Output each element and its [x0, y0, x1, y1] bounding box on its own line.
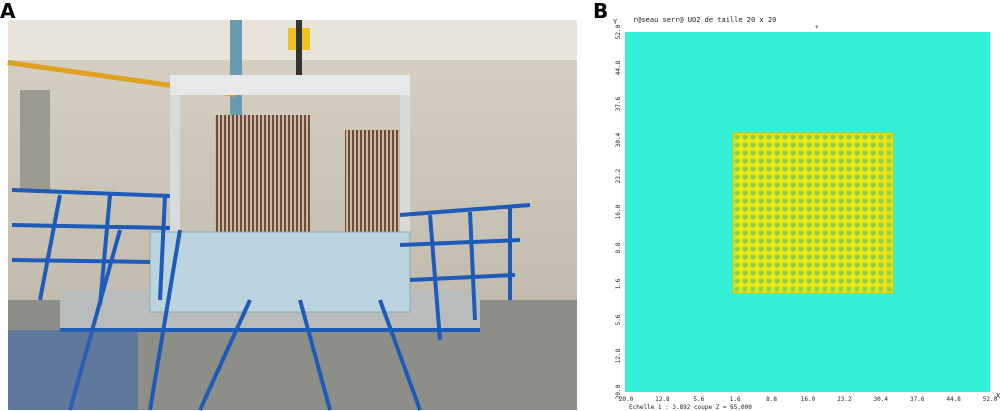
y-tick-label: 1.6 — [615, 278, 622, 289]
x-tick-label: 8.8 — [766, 396, 777, 403]
y-tick-label: 8.8 — [615, 242, 622, 253]
x-tick-label: 20.0 — [619, 396, 634, 403]
y-tick-label: 20.0 — [615, 384, 622, 399]
x-tick-label: 52.0 — [983, 396, 998, 403]
panel-label: A — [0, 0, 16, 23]
y-tick-label: 16.0 — [615, 204, 622, 219]
x-tick-label: 16.0 — [801, 396, 816, 403]
x-tick-label: 5.6 — [693, 396, 704, 403]
y-ticks: 52.0 44.8 37.6 30.4 23.2 16.0 8.8 1.6 5.6 12.8 20.… — [615, 24, 622, 399]
x-ticks: 20.0 12.8 5.6 1.6 8.8 16.0 23.2 30.4 37.6 44.8 52.… — [619, 396, 998, 403]
marker: + — [815, 24, 819, 31]
fuel-assembly — [732, 132, 894, 294]
plot-title: r@seau serr@ UO2 de taille 20 x 20 — [633, 16, 776, 24]
x-tick-label: 30.4 — [874, 396, 889, 403]
x-tick-label: 12.8 — [655, 396, 670, 403]
x-tick-label: 37.6 — [910, 396, 925, 403]
y-tick-label: 37.6 — [615, 96, 622, 111]
y-tick-label: 30.4 — [615, 132, 622, 147]
footer: Echelle 1 : 3.892 coupe Z = 65.000 — [629, 404, 752, 411]
y-tick-label: 12.8 — [615, 348, 622, 363]
y-tick-label: 44.8 — [615, 60, 622, 75]
y-tick-label: 5.6 — [615, 314, 622, 325]
y-tick-label: 23.2 — [615, 168, 622, 183]
x-tick-label: 44.8 — [946, 396, 961, 403]
y-axis-label: Y — [613, 18, 618, 26]
y-tick-label: 52.0 — [615, 24, 622, 39]
x-axis-label: X — [996, 392, 1001, 400]
photo — [7, 20, 577, 411]
x-tick-label: 1.6 — [730, 396, 741, 403]
panel-label: B — [593, 0, 608, 23]
x-tick-label: 23.2 — [837, 396, 852, 403]
